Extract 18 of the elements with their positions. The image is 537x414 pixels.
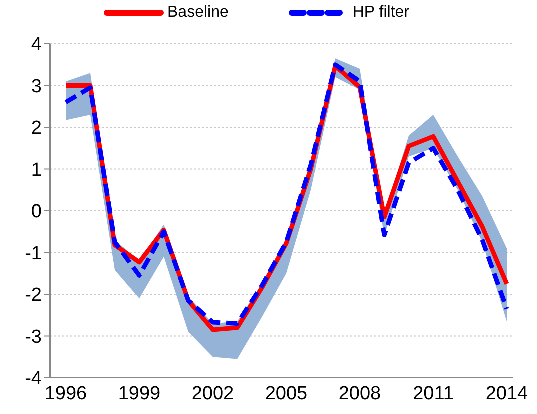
x-tick-label: 2011 [413,383,454,404]
legend-label: HP filter [352,4,410,22]
x-tick-label: 2005 [265,383,308,404]
y-tick-label: 2 [31,118,42,140]
y-tick-label: -3 [25,326,42,348]
x-tick-label: 1996 [44,383,88,404]
x-tick-label: 2008 [338,383,382,404]
y-tick-label: 0 [31,202,42,223]
legend-label: Baseline [168,4,229,22]
y-tick-label: 1 [31,160,42,181]
y-tick-label: 4 [31,34,42,56]
x-tick-label: 2014 [486,383,529,404]
y-tick-label: -2 [25,285,42,306]
y-tick-label: 3 [31,76,42,98]
y-tick-label: -4 [25,368,42,390]
x-tick-label: 1999 [118,383,161,404]
y-tick-label: -1 [25,243,42,264]
x-tick-label: 2002 [192,383,234,404]
